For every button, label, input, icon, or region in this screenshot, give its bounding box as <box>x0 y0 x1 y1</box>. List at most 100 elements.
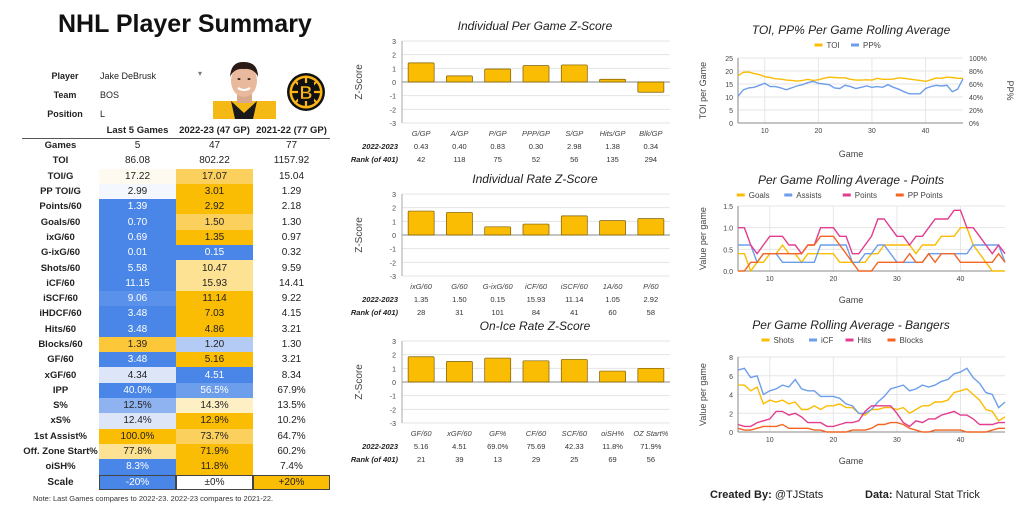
last5-value: 1.39 <box>99 336 176 353</box>
season-2022-23-value: 71.9% <box>176 443 253 460</box>
player-info: Player Jake DeBrusk Team BOS Position L <box>30 66 200 123</box>
series-line-toi <box>737 71 963 83</box>
y-tick-label: -1 <box>390 394 396 401</box>
season-2022-23-value: 73.7% <box>176 428 253 444</box>
bar <box>560 359 588 383</box>
last5-value: 0.70 <box>99 214 176 230</box>
row-label: IPP <box>52 384 69 396</box>
bar <box>484 357 512 383</box>
header-blank <box>22 124 99 138</box>
chart-title: TOI, PP% Per Game Rolling Average <box>752 23 951 37</box>
last5-value: 12.5% <box>99 398 176 414</box>
player-headshot <box>213 57 276 119</box>
y-tick-label: 0 <box>392 80 396 87</box>
row-label: ixG/60 <box>46 231 75 243</box>
season-2021-22-value: 10.2% <box>277 415 306 427</box>
legend-label: PP% <box>863 41 881 50</box>
row-label: TOI <box>52 155 69 167</box>
last5-value: 86.08 <box>124 155 151 167</box>
bar <box>484 68 512 83</box>
season-2021-22-value: 1.30 <box>281 339 302 350</box>
season-2022-23-value: 56.5% <box>176 382 253 399</box>
rank-value: 29 <box>532 455 540 464</box>
row-label: iHDCF/60 <box>39 308 82 320</box>
y-tick-label: -3 <box>390 421 396 428</box>
last5-value: 100.0% <box>99 428 176 444</box>
y-tick-label: -3 <box>390 121 396 128</box>
x-tick-label: G/GP <box>412 129 431 138</box>
y-right-tick-label: 40% <box>969 95 983 102</box>
rank-value: 69 <box>608 455 616 464</box>
y-tick-label: 25 <box>725 56 733 63</box>
y-right-tick-label: 100% <box>969 56 987 63</box>
last5-value: 3.48 <box>99 306 176 322</box>
table-row: iHDCF/60 3.48 7.03 4.15 <box>22 306 330 322</box>
row-label: Games <box>44 140 77 152</box>
season-2022-23-value: 0.15 <box>176 245 253 261</box>
x-tick-label: S/GP <box>565 129 583 138</box>
y-right-tick-label: 0% <box>969 121 979 128</box>
y-tick-label: 2 <box>392 53 396 60</box>
season-2021-22-value: 0.32 <box>281 247 302 259</box>
table-row: Shots/60 5.58 10.47 9.59 <box>22 260 330 276</box>
season-2022-23-value: 14.3% <box>176 398 253 414</box>
bar <box>407 356 435 383</box>
y-right-tick-label: 80% <box>969 69 983 76</box>
season-2021-22-value: 9.59 <box>281 262 302 274</box>
season-2021-22-value: 4.15 <box>281 308 302 320</box>
season-2021-22-value: 14.41 <box>278 277 305 289</box>
season-value: 0.30 <box>529 142 544 151</box>
season-2021-22-value: 64.7% <box>277 430 306 442</box>
last5-value: 5 <box>134 140 141 152</box>
row-label: PP TOI/G <box>40 186 81 198</box>
season-2022-23-value: 17.07 <box>176 168 253 184</box>
team-label: Team <box>53 89 77 100</box>
player-select[interactable]: Jake DeBrusk <box>100 70 157 81</box>
rank-value: 60 <box>608 308 616 317</box>
last5-value: 3.48 <box>99 321 176 337</box>
created-by-label: Created By: <box>710 489 772 501</box>
season-value: 2.92 <box>644 295 659 304</box>
season-2022-23-value: 12.9% <box>176 413 253 429</box>
bar <box>637 367 665 383</box>
rank-value: 42 <box>417 155 425 164</box>
last5-value: 3.48 <box>99 352 176 368</box>
last5-value: 17.22 <box>99 168 176 184</box>
x-tick-label: 40 <box>922 128 930 135</box>
season-2022-23-value: 5.16 <box>176 352 253 368</box>
player-label: Player <box>51 70 79 81</box>
chart-title: Individual Rate Z-Score <box>472 172 598 186</box>
row-label: S% <box>53 400 68 412</box>
season-2021-22-value: 60.2% <box>277 446 306 458</box>
rank-value: 56 <box>570 155 578 164</box>
x-tick-label: ixG/60 <box>410 282 433 291</box>
rank-row-label: Rank (of 401) <box>351 308 399 317</box>
row-label: G-ixG/60 <box>40 247 81 259</box>
y-tick-label: -1 <box>390 247 396 254</box>
bar <box>484 226 512 236</box>
last5-value: 11.15 <box>99 275 176 291</box>
toi-pp-rolling-chart: TOI, PP% Per Game Rolling Average TOI PP% 0… <box>698 23 1015 159</box>
last5-value: 0.69 <box>99 229 176 246</box>
x-tick-label: 1A/60 <box>603 282 623 291</box>
x-tick-label: GF/60 <box>411 429 433 438</box>
x-tick-label: PPP/GP <box>522 129 550 138</box>
row-label: GF/60 <box>47 354 74 366</box>
season-value: 0.15 <box>490 295 505 304</box>
y-tick-label: 1 <box>392 366 396 373</box>
scale-high: +20% <box>253 475 330 490</box>
bar <box>407 62 435 83</box>
season-value: 0.40 <box>452 142 467 151</box>
bar <box>407 210 435 236</box>
series-line-pp-points <box>738 235 1006 272</box>
x-tick-label: 10 <box>766 437 774 444</box>
rank-value: 101 <box>491 308 504 317</box>
per-game-zscore-chart: Individual Per Game Z-Score 3 2 1 0 -1 -2 -3 Z-S… <box>351 19 670 164</box>
rate-zscore-chart: Individual Rate Z-Score 3 2 1 0 -1 -2 -3 Z-Score… <box>351 172 670 317</box>
caret-down-icon[interactable]: ▾ <box>198 69 203 78</box>
rank-value: 294 <box>645 155 658 164</box>
y-tick-label: 20 <box>725 69 733 76</box>
scale-low: -20% <box>99 475 176 490</box>
last5-value: 12.4% <box>99 413 176 429</box>
y-tick-label: -1 <box>390 94 396 101</box>
